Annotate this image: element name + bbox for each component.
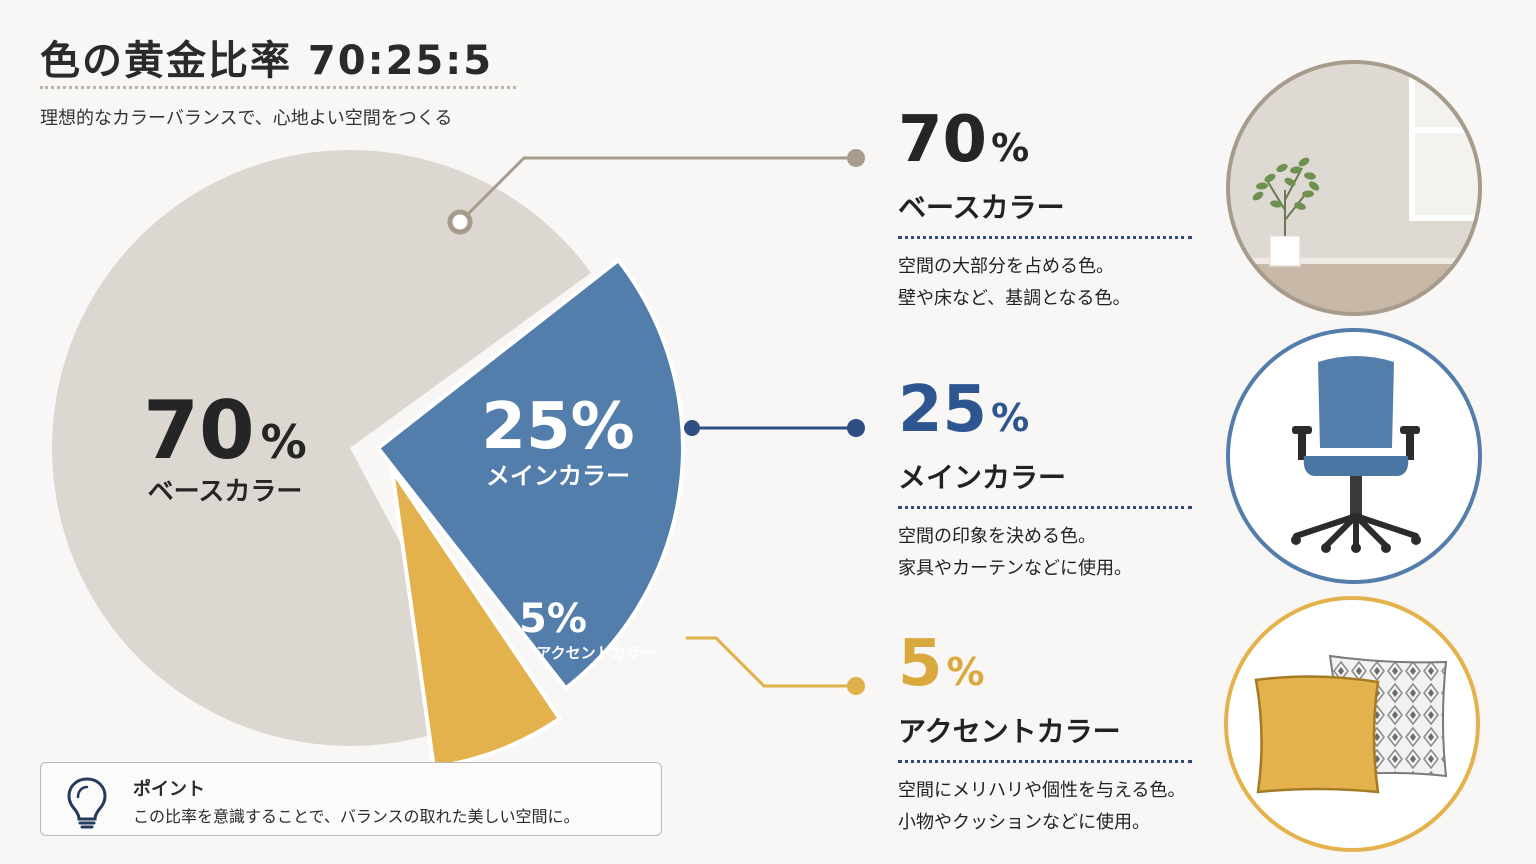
pie-label-base-name: ベースカラー xyxy=(148,477,303,507)
legend-main-desc-line1: 空間の印象を決める色。 xyxy=(898,526,1096,547)
pie-slice-base-edge xyxy=(350,241,592,448)
legend-base-percent-sign: % xyxy=(991,126,1030,170)
pie-label-base-sign: % xyxy=(261,415,307,469)
pie-label-accent-percent: 5% xyxy=(519,596,587,642)
legend-main-divider xyxy=(898,506,1192,509)
legend-item-base: 70% ベースカラー 空間の大部分を占める色。 壁や床など、基調となる色。 xyxy=(898,108,1198,315)
legend-accent-percent: 5% xyxy=(898,632,1198,704)
legend-accent-percent-sign: % xyxy=(946,650,985,694)
legend-accent-divider xyxy=(898,760,1192,763)
leader-dot-base-end xyxy=(847,149,865,167)
leader-line-base xyxy=(458,156,856,224)
pie-label-base-value: 70 xyxy=(143,384,254,477)
room-plant-icon xyxy=(1226,60,1482,316)
point-text: この比率を意識することで、バランスの取れた美しい空間に。 xyxy=(133,807,580,826)
pie-slice-main xyxy=(376,258,685,691)
legend-accent-desc-line2: 小物やクッションなどに使用。 xyxy=(898,812,1150,833)
title-divider xyxy=(40,86,516,89)
legend-base-percent-value: 70 xyxy=(898,103,988,177)
pie-slice-base xyxy=(52,149,572,746)
pie-label-main-percent: 25% xyxy=(481,390,634,464)
legend-base-desc-line1: 空間の大部分を占める色。 xyxy=(898,256,1114,277)
legend-main-percent-value: 25 xyxy=(898,373,988,447)
cushion-icon xyxy=(1224,596,1480,852)
leader-dot-accent-end xyxy=(847,677,865,695)
legend-accent-description: 空間にメリハリや個性を与える色。 小物やクッションなどに使用。 xyxy=(898,775,1198,839)
page-subtitle: 理想的なカラーバランスで、心地よい空間をつくる xyxy=(40,108,453,129)
office-chair-icon xyxy=(1226,328,1482,584)
legend-base-desc-line2: 壁や床など、基調となる色。 xyxy=(898,288,1131,309)
leader-dot-main-start xyxy=(684,420,700,436)
legend-base-divider xyxy=(898,236,1192,239)
legend-base-description: 空間の大部分を占める色。 壁や床など、基調となる色。 xyxy=(898,251,1198,315)
legend-base-name: ベースカラー xyxy=(898,191,1065,224)
point-callout: ポイント この比率を意識することで、バランスの取れた美しい空間に。 xyxy=(40,762,662,836)
lightbulb-icon xyxy=(67,777,107,829)
legend-main-percent: 25% xyxy=(898,378,1198,450)
legend-main-desc-line2: 家具やカーテンなどに使用。 xyxy=(898,558,1132,579)
pie-label-main-name: メインカラー xyxy=(486,462,630,490)
page-title: 色の黄金比率 70:25:5 xyxy=(40,38,494,84)
legend-accent-desc-line1: 空間にメリハリや個性を与える色。 xyxy=(898,780,1186,801)
leader-dot-base-start xyxy=(447,209,473,235)
point-title: ポイント xyxy=(133,779,205,800)
legend-accent-name: アクセントカラー xyxy=(898,715,1121,748)
leader-line-accent xyxy=(686,636,856,688)
legend-main-name: メインカラー xyxy=(898,461,1067,494)
pie-label-base-percent: 70% xyxy=(143,384,306,477)
legend-item-accent: 5% アクセントカラー 空間にメリハリや個性を与える色。 小物やクッションなどに… xyxy=(898,632,1198,839)
pie-label-accent-name: アクセントカラー xyxy=(536,644,655,662)
legend-item-main: 25% メインカラー 空間の印象を決める色。 家具やカーテンなどに使用。 xyxy=(898,378,1198,585)
legend-main-description: 空間の印象を決める色。 家具やカーテンなどに使用。 xyxy=(898,521,1198,585)
legend-main-percent-sign: % xyxy=(991,396,1030,440)
leader-dot-main-end xyxy=(847,419,865,437)
legend-accent-percent-value: 5 xyxy=(898,627,943,701)
legend-base-percent: 70% xyxy=(898,108,1198,180)
